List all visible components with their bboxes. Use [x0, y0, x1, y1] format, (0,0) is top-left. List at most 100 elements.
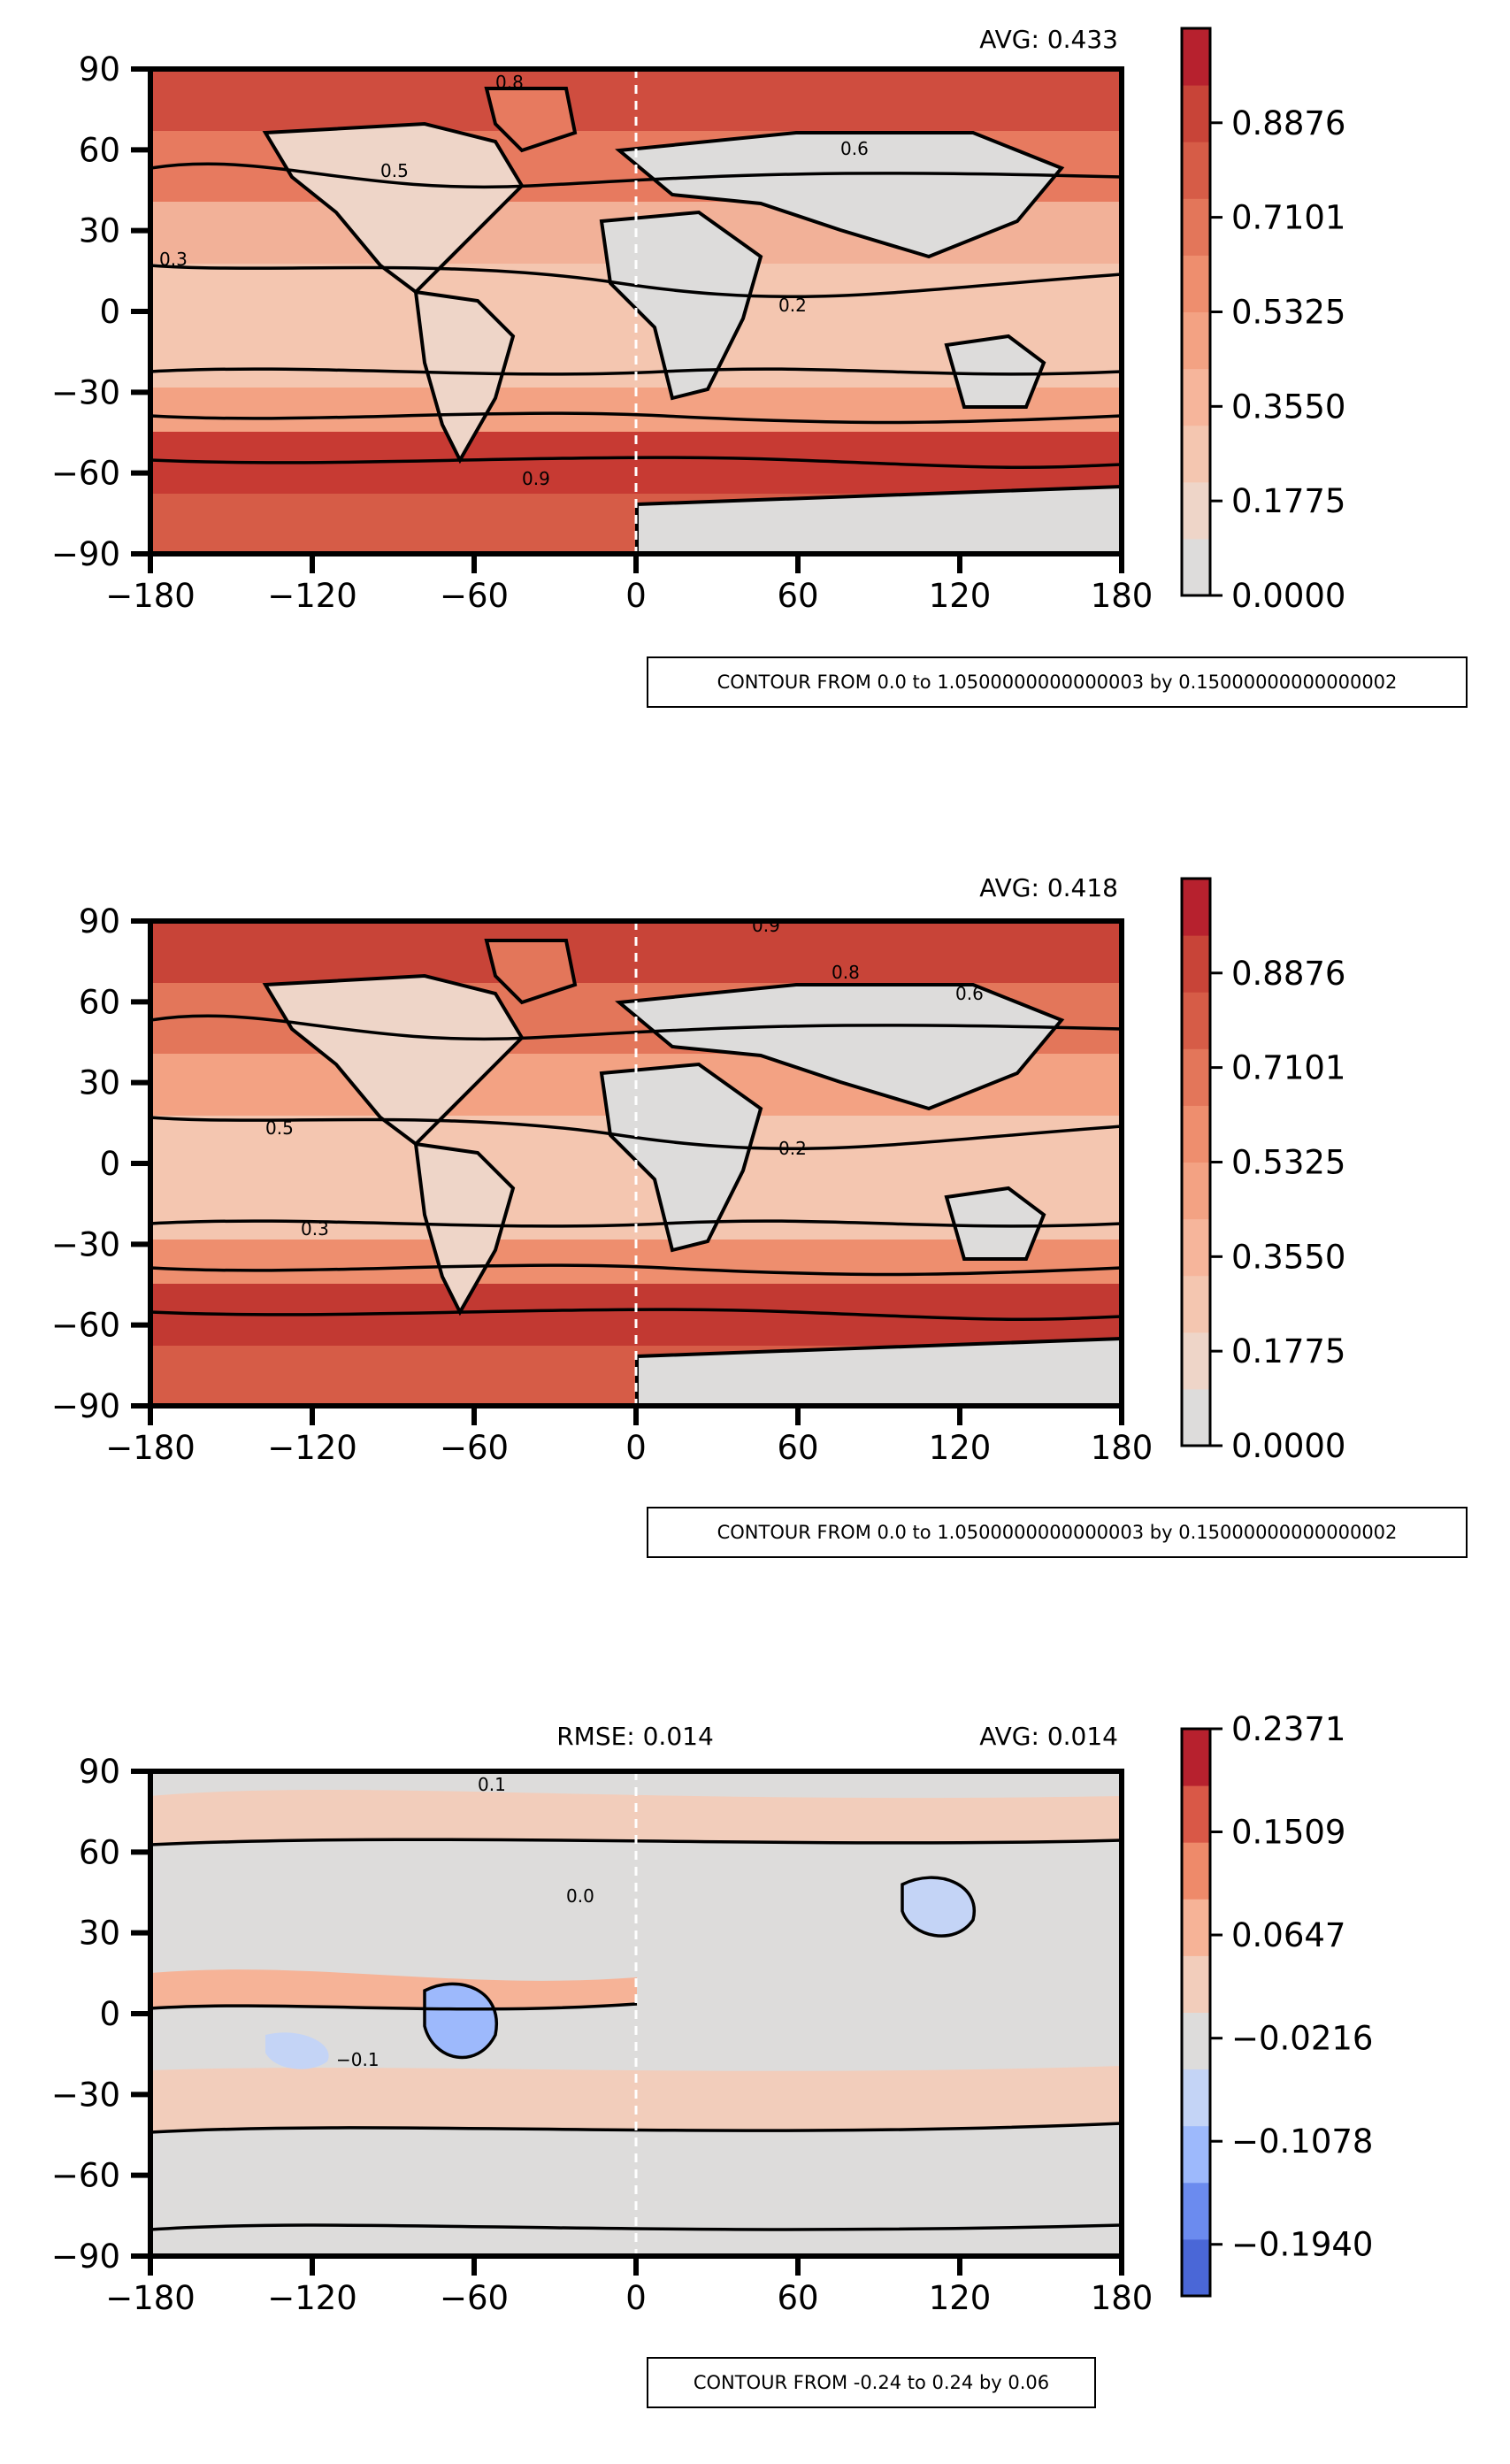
contour-note-2: CONTOUR FROM 0.0 to 1.0500000000000003 b… [647, 1507, 1468, 1558]
contour-note-3: CONTOUR FROM -0.24 to 0.24 by 0.06 [647, 2357, 1096, 2408]
map-2-contour-line [150, 1263, 1122, 1277]
y-tick-label: −60 [51, 1307, 120, 1345]
colorbar-tick-label: 0.3550 [1231, 1238, 1345, 1276]
colorbar-tick-label: −0.0216 [1231, 2020, 1373, 2058]
svg-text:0.8: 0.8 [495, 72, 524, 93]
colorbar-swatch [1182, 1729, 1210, 1786]
svg-text:0.2: 0.2 [778, 295, 807, 316]
colorbar-swatch [1182, 2182, 1210, 2240]
map-3-contour-line [150, 2002, 638, 2011]
y-tick-label: −60 [51, 2157, 120, 2195]
colorbar-swatch [1182, 198, 1210, 256]
x-tick-label: 0 [625, 1429, 647, 1467]
x-tick-label: 0 [625, 577, 647, 615]
map-2-land-australia [944, 1186, 1046, 1261]
svg-text:0.6: 0.6 [840, 138, 869, 159]
colorbar-swatch [1182, 1899, 1210, 1956]
colorbar-tick-label: 0.1775 [1231, 482, 1345, 520]
svg-text:−0.1: −0.1 [336, 2049, 379, 2070]
map-3-positive-patch [150, 1969, 637, 2009]
x-tick-label: 60 [777, 2279, 818, 2317]
x-tick-label: 120 [929, 1429, 992, 1467]
map-1-contour-line [150, 411, 1122, 425]
y-tick-label: −90 [51, 535, 120, 573]
y-tick-label: 60 [79, 983, 120, 1021]
colorbar-swatch [1182, 992, 1210, 1049]
map-3-contour-line [901, 1876, 977, 1938]
map-3-contour-line [423, 1982, 499, 2060]
contour-note-1: CONTOUR FROM 0.0 to 1.0500000000000003 b… [647, 656, 1468, 708]
map-2-land-north-america [262, 973, 525, 1147]
map-2-land-africa [599, 1062, 763, 1253]
y-tick-label: 30 [79, 1064, 120, 1102]
colorbar-swatch [1182, 2125, 1210, 2184]
map-3-negative-patch [902, 1877, 975, 1937]
x-tick-label: 180 [1091, 1429, 1154, 1467]
colorbar-swatch [1182, 2012, 1210, 2070]
colorbar-tick-label: −0.1940 [1231, 2226, 1373, 2264]
colorbar-swatch [1182, 1332, 1210, 1390]
map-3-positive-patch [150, 1789, 1122, 1845]
x-tick-label: −120 [267, 2279, 357, 2317]
colorbar-tick-label: 0.3550 [1231, 388, 1345, 426]
colorbar-swatch [1182, 85, 1210, 142]
colorbar-tick-label: 0.7101 [1231, 1049, 1345, 1087]
colorbar-swatch [1182, 28, 1210, 86]
svg-text:0.1: 0.1 [478, 1774, 506, 1795]
y-tick-label: 90 [79, 1753, 120, 1791]
colorbar-swatch [1182, 538, 1210, 596]
map-2-contour-line [150, 1219, 1122, 1228]
map-2-contour-labels: 0.9 0.8 0.6 0.5 0.3 0.2 [265, 915, 984, 1240]
svg-text:0.6: 0.6 [955, 983, 984, 1004]
svg-text:0.9: 0.9 [752, 915, 780, 936]
y-tick-label: 60 [79, 131, 120, 169]
x-tick-label: −60 [440, 2279, 509, 2317]
colorbar-tick-label: 0.0000 [1231, 577, 1345, 615]
axes-layer: −180 −120 −60 0 60 120 1809060300−30−60−90−180… [51, 50, 1153, 2317]
colorbar-tick-label: 0.2371 [1231, 1710, 1345, 1748]
map-3-contour-line [150, 2223, 1122, 2231]
map-1-contour-labels: 0.8 0.6 0.5 0.3 0.2 0.9 [159, 72, 869, 489]
map-1-land-north-america [262, 121, 525, 295]
colorbar-tick-label: 0.5325 [1231, 1144, 1345, 1182]
map-1: 0.8 0.6 0.5 0.3 0.2 0.9 [150, 69, 1122, 554]
map-2-contour-line [150, 1308, 1122, 1322]
y-tick-label: 60 [79, 1833, 120, 1871]
colorbar-swatch [1182, 255, 1210, 312]
map-3-negative-patch [425, 1984, 497, 2058]
svg-text:0.3: 0.3 [159, 249, 188, 270]
map-1-avg-label: AVG: 0.433 [979, 25, 1118, 54]
x-tick-label: 180 [1091, 577, 1154, 615]
colorbar-swatch [1182, 142, 1210, 199]
x-tick-label: −180 [105, 2279, 195, 2317]
y-tick-label: 30 [79, 1915, 120, 1953]
y-tick-label: 0 [99, 1995, 120, 2033]
x-tick-label: 180 [1091, 2279, 1154, 2317]
colorbar-swatch [1182, 1955, 1210, 2013]
x-tick-label: 60 [777, 1429, 818, 1467]
colorbar-swatch [1182, 1218, 1210, 1277]
svg-text:0.3: 0.3 [301, 1218, 329, 1240]
x-tick-label: 0 [625, 2279, 647, 2317]
map-2-land-eurasia [615, 983, 1065, 1111]
svg-text:0.0: 0.0 [566, 1885, 594, 1907]
map-1-land-eurasia [615, 131, 1065, 259]
colorbar-swatch [1182, 1162, 1210, 1220]
y-tick-label: 90 [79, 902, 120, 940]
colorbar-tick-label: 0.1509 [1231, 1814, 1345, 1852]
map-1-contour-line [150, 264, 1122, 299]
colorbar-tick-label: 0.8876 [1231, 104, 1345, 142]
colorbar-tick-label: 0.5325 [1231, 294, 1345, 332]
y-tick-label: −90 [51, 2238, 120, 2276]
y-tick-label: −30 [51, 373, 120, 411]
colorbar-tick-label: 0.0647 [1231, 1916, 1345, 1954]
colorbar-frame [1180, 1727, 1212, 2298]
x-tick-label: −180 [105, 577, 195, 615]
colorbar-swatch [1182, 879, 1210, 936]
y-tick-label: 0 [99, 293, 120, 331]
colorbar-swatch [1182, 1842, 1210, 1900]
y-tick-label: −60 [51, 455, 120, 493]
svg-text:0.5: 0.5 [380, 160, 409, 181]
colorbar-swatch [1182, 1785, 1210, 1843]
